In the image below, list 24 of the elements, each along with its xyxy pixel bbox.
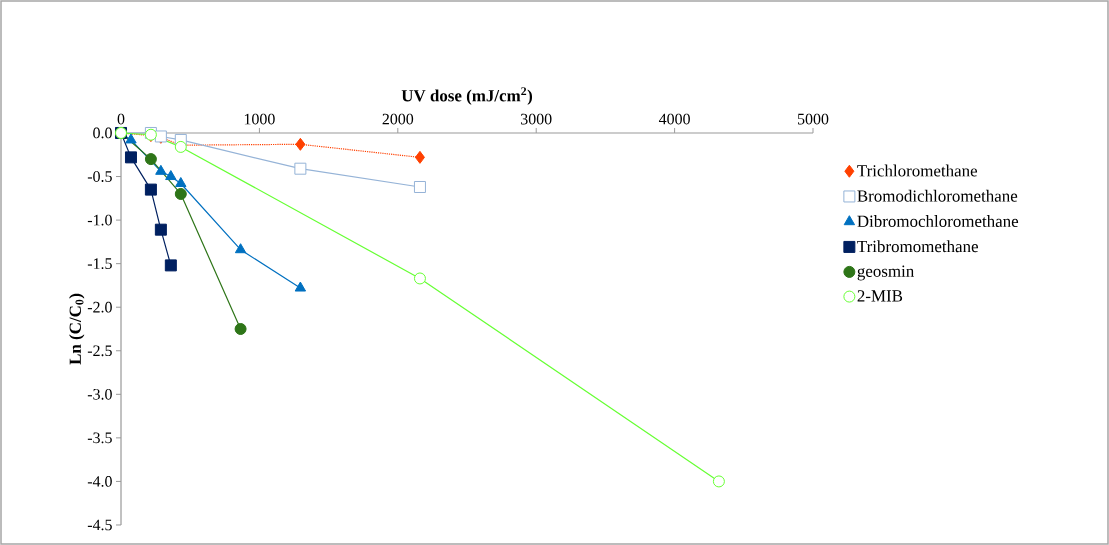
y-tick-label: -2.0 [87, 301, 112, 313]
x-tick-label: 0 [117, 113, 125, 125]
legend-label: Bromodichloromethane [857, 189, 1018, 202]
x-tick-label: 1000 [244, 113, 275, 125]
x-tick-label: 5000 [797, 113, 829, 125]
legend-label: geosmin [857, 265, 915, 281]
y-tick-label: -4.5 [87, 519, 112, 531]
y-tick-label: -0.5 [87, 171, 112, 182]
y-tick-label: -2.5 [87, 345, 112, 357]
x-tick-label: 2000 [382, 113, 414, 125]
y-tick-label: -4.0 [87, 476, 112, 487]
legend-label: Tribromomethane [857, 240, 978, 253]
y-tick-label: 0.0 [93, 127, 112, 139]
x-axis-title: UV dose (mJ/cm$^{2}$) [401, 87, 533, 105]
legend-label: Dibromochloromethane [857, 215, 1019, 227]
y-tick-label: -1.0 [87, 214, 112, 226]
y-axis-title: Ln (C/C$_{0}$) [69, 293, 85, 365]
y-tick-label: -3.0 [87, 388, 112, 400]
legend-label: 2-MIB [857, 290, 903, 302]
y-tick-label: -3.5 [87, 432, 112, 444]
x-tick-label: 3000 [521, 113, 552, 125]
x-tick-label: 4000 [658, 113, 690, 125]
y-tick-label: -1.5 [87, 258, 112, 270]
legend-label: Trichloromethane [857, 164, 978, 177]
